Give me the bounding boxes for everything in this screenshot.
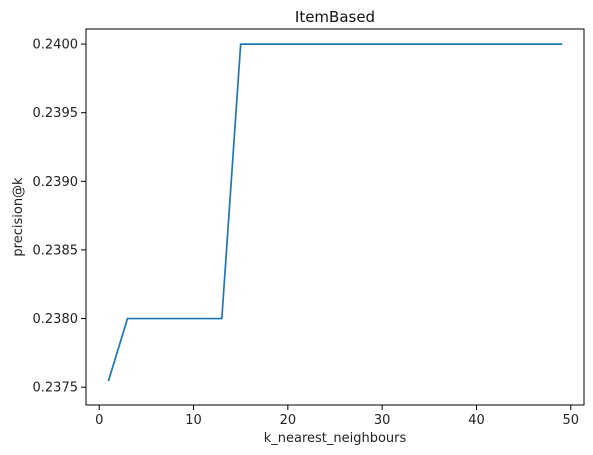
y-tick-label: 0.2385 bbox=[33, 243, 79, 258]
x-tick-label: 20 bbox=[280, 413, 297, 428]
x-tick-label: 50 bbox=[563, 413, 580, 428]
chart-title: ItemBased bbox=[295, 8, 375, 26]
y-axis: 0.2375 0.2380 0.2385 0.2390 0.2395 0.2400 bbox=[33, 38, 86, 396]
y-tick-label: 0.2390 bbox=[33, 175, 79, 190]
x-axis-label: k_nearest_neighbours bbox=[264, 431, 407, 446]
x-tick-label: 30 bbox=[374, 413, 391, 428]
series-layer bbox=[107, 43, 563, 382]
x-axis: 0 10 20 30 40 50 bbox=[95, 405, 579, 428]
x-tick-label: 40 bbox=[468, 413, 485, 428]
y-tick-label: 0.2375 bbox=[33, 381, 79, 396]
y-tick-label: 0.2395 bbox=[33, 106, 79, 121]
plot-area bbox=[85, 28, 585, 406]
series-line bbox=[107, 43, 563, 382]
y-axis-label: precision@k bbox=[11, 177, 26, 257]
x-tick-label: 0 bbox=[95, 413, 103, 428]
x-tick-label: 10 bbox=[185, 413, 202, 428]
y-tick-label: 0.2400 bbox=[33, 38, 79, 53]
y-tick-label: 0.2380 bbox=[33, 312, 79, 327]
